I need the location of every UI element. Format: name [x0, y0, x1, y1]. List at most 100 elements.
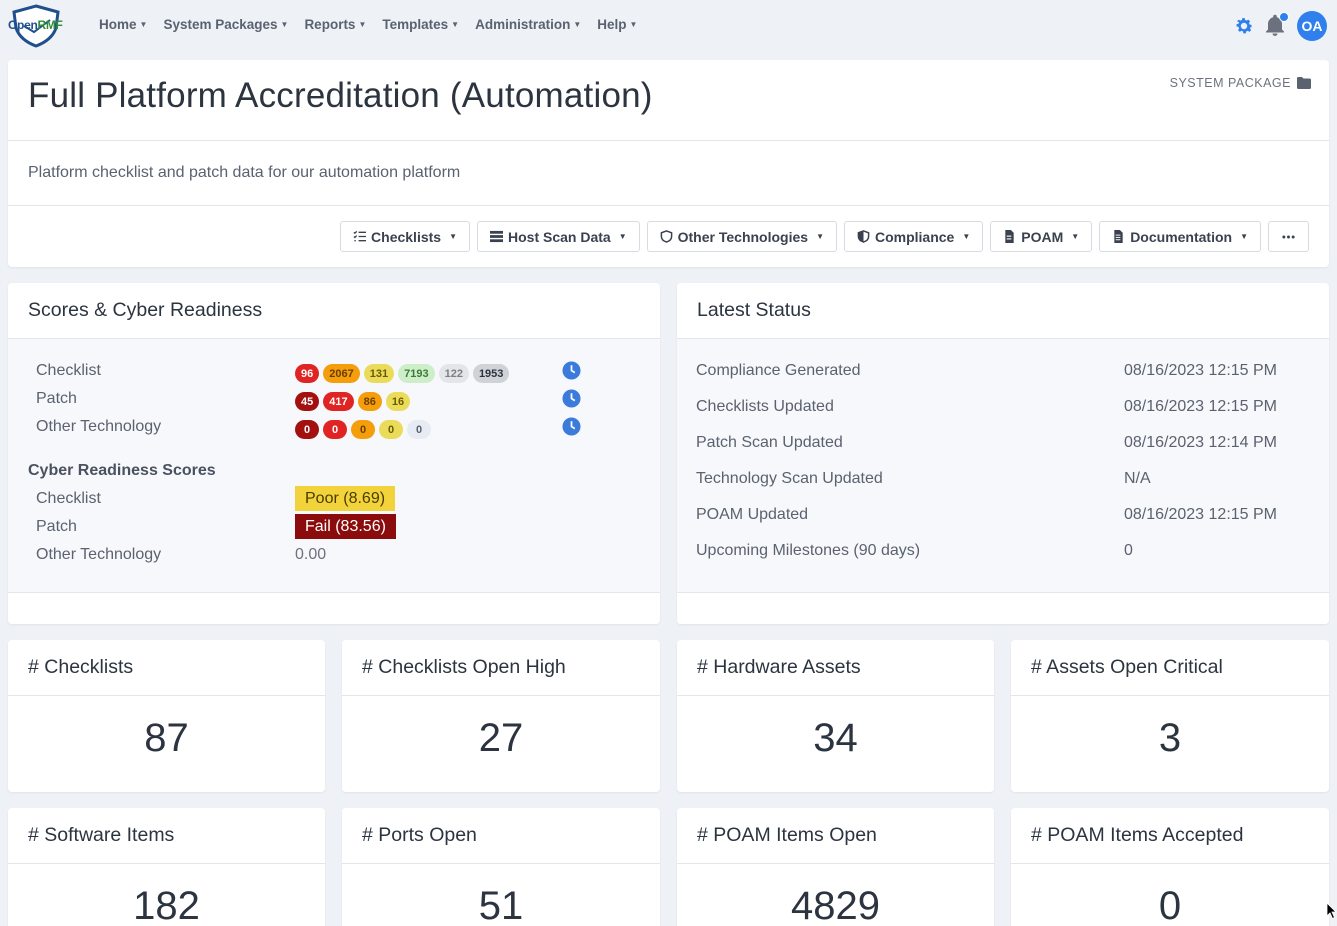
caret-down-icon: ▼ — [280, 20, 289, 29]
stat-card-assets-open-critical[interactable]: # Assets Open Critical 3 — [1011, 640, 1329, 792]
nav-templates[interactable]: Templates ▼ — [382, 17, 460, 32]
score-row-label: Checklist — [36, 362, 101, 379]
host-scan-data-dropdown[interactable]: Host Scan Data ▼ — [477, 221, 640, 252]
card-header: Latest Status — [677, 283, 1329, 338]
stat-value: 4829 — [791, 884, 880, 926]
stat-card-software-items[interactable]: # Software Items 182 — [8, 808, 325, 926]
divider — [8, 863, 325, 864]
divider — [8, 140, 1329, 141]
stat-value: 3 — [1158, 716, 1182, 760]
half-shield-icon — [857, 230, 870, 243]
readiness-row-label: Other Technology — [36, 546, 162, 563]
compliance-dropdown[interactable]: Compliance ▼ — [843, 221, 984, 252]
checklist-readiness-score: Poor (8.69) — [295, 486, 396, 511]
package-toolbar: Checklists ▼ Host Scan Data ▼ Other Techno… — [340, 221, 1309, 252]
server-icon — [490, 230, 503, 243]
nav-help[interactable]: Help ▼ — [597, 17, 638, 32]
status-label: Patch Scan Updated — [696, 434, 843, 451]
shield-logo-icon — [12, 4, 60, 48]
caret-down-icon: ▼ — [962, 232, 971, 241]
mouse-cursor-icon — [1327, 903, 1337, 919]
badge-medium[interactable]: 86 — [357, 392, 382, 411]
badge-low[interactable]: 0 — [379, 420, 403, 439]
stat-title: # POAM Items Open — [697, 824, 877, 846]
badge-low[interactable]: 16 — [385, 392, 411, 411]
stat-value: 182 — [133, 884, 200, 926]
stat-value: 0 — [1158, 884, 1182, 926]
badge-cat2[interactable]: 2067 — [323, 364, 360, 383]
notifications[interactable] — [1265, 12, 1289, 38]
nav-administration[interactable]: Administration ▼ — [475, 17, 582, 32]
badge-critical[interactable]: 45 — [295, 392, 320, 411]
poam-dropdown[interactable]: POAM ▼ — [990, 221, 1093, 252]
caret-down-icon: ▼ — [358, 20, 367, 29]
badge-not-reviewed[interactable]: 1953 — [472, 364, 510, 383]
top-navbar: OpenRMF Home ▼ System Packages ▼ Reports ▼ … — [0, 0, 1337, 54]
other-technology-readiness-score: 0.00 — [295, 546, 327, 563]
status-value: 0 — [1124, 542, 1133, 559]
page-title: Full Platform Accreditation (Automation) — [28, 76, 653, 115]
clock-icon[interactable] — [562, 417, 581, 436]
clock-icon[interactable] — [562, 361, 581, 380]
stat-title: # POAM Items Accepted — [1031, 824, 1244, 846]
status-value: 08/16/2023 12:15 PM — [1124, 398, 1278, 415]
clock-icon[interactable] — [562, 389, 581, 408]
badge-cat3[interactable]: 131 — [363, 364, 395, 383]
stat-title: # Assets Open Critical — [1031, 656, 1223, 678]
logo-text: OpenRMF — [8, 18, 63, 32]
stat-title: # Ports Open — [362, 824, 477, 846]
stat-card-ports-open[interactable]: # Ports Open 51 — [342, 808, 660, 926]
patch-badges: 45 417 86 16 — [295, 392, 411, 411]
badge-not-applicable[interactable]: 122 — [438, 364, 469, 383]
badge-cat1[interactable]: 96 — [295, 364, 320, 383]
divider — [342, 695, 660, 696]
gear-icon[interactable] — [1233, 15, 1255, 37]
shield-icon — [660, 230, 672, 243]
status-label: Technology Scan Updated — [696, 470, 883, 487]
stat-card-hardware-assets[interactable]: # Hardware Assets 34 — [677, 640, 994, 792]
divider — [342, 863, 660, 864]
badge-high[interactable]: 0 — [323, 420, 347, 439]
cyber-readiness-title: Cyber Readiness Scores — [28, 462, 216, 479]
ellipsis-icon — [1282, 235, 1295, 238]
stat-title: # Checklists — [28, 656, 134, 678]
divider — [677, 338, 1329, 339]
documentation-dropdown[interactable]: Documentation ▼ — [1099, 221, 1261, 252]
status-value: 08/16/2023 12:14 PM — [1124, 434, 1278, 451]
stat-card-checklists[interactable]: # Checklists 87 — [8, 640, 325, 792]
status-label: Checklists Updated — [696, 398, 834, 415]
divider — [677, 863, 994, 864]
card-footer — [8, 592, 660, 624]
system-package-label: SYSTEM PACKAGE — [1169, 76, 1291, 90]
caret-down-icon: ▼ — [1071, 232, 1080, 241]
stat-card-checklists-open-high[interactable]: # Checklists Open High 27 — [342, 640, 660, 792]
stat-title: # Software Items — [28, 824, 175, 846]
folder-icon — [1297, 77, 1311, 89]
badge-not-a-finding[interactable]: 7193 — [398, 364, 435, 383]
stat-card-poam-items-accepted[interactable]: # POAM Items Accepted 0 — [1011, 808, 1329, 926]
badge-medium[interactable]: 0 — [351, 420, 375, 439]
scores-cyber-readiness-card: Scores & Cyber Readiness Checklist 96 20… — [8, 283, 660, 624]
checklists-dropdown[interactable]: Checklists ▼ — [340, 221, 470, 252]
stat-card-poam-items-open[interactable]: # POAM Items Open 4829 — [677, 808, 994, 926]
openrmf-logo[interactable]: OpenRMF — [6, 4, 66, 48]
badge-info[interactable]: 0 — [407, 420, 431, 439]
nav-reports[interactable]: Reports ▼ — [304, 17, 367, 32]
nav-system-packages[interactable]: System Packages ▼ — [163, 17, 289, 32]
score-row-label: Patch — [36, 390, 77, 407]
stat-value: 51 — [478, 884, 524, 926]
status-label: Upcoming Milestones (90 days) — [696, 542, 921, 559]
patch-readiness-score: Fail (83.56) — [295, 514, 396, 539]
checklist-badges: 96 2067 131 7193 122 1953 — [295, 364, 510, 383]
system-package-link[interactable]: SYSTEM PACKAGE — [1170, 76, 1311, 90]
document-icon — [1114, 230, 1123, 243]
divider — [1011, 695, 1329, 696]
other-technologies-dropdown[interactable]: Other Technologies ▼ — [646, 221, 837, 252]
badge-critical[interactable]: 0 — [295, 420, 319, 439]
nav-home[interactable]: Home ▼ — [99, 17, 148, 32]
status-value: 08/16/2023 12:15 PM — [1124, 506, 1278, 523]
badge-high[interactable]: 417 — [323, 392, 354, 411]
scores-title: Scores & Cyber Readiness — [28, 299, 263, 321]
more-options-button[interactable] — [1268, 221, 1309, 252]
user-avatar[interactable]: OA — [1297, 11, 1327, 41]
